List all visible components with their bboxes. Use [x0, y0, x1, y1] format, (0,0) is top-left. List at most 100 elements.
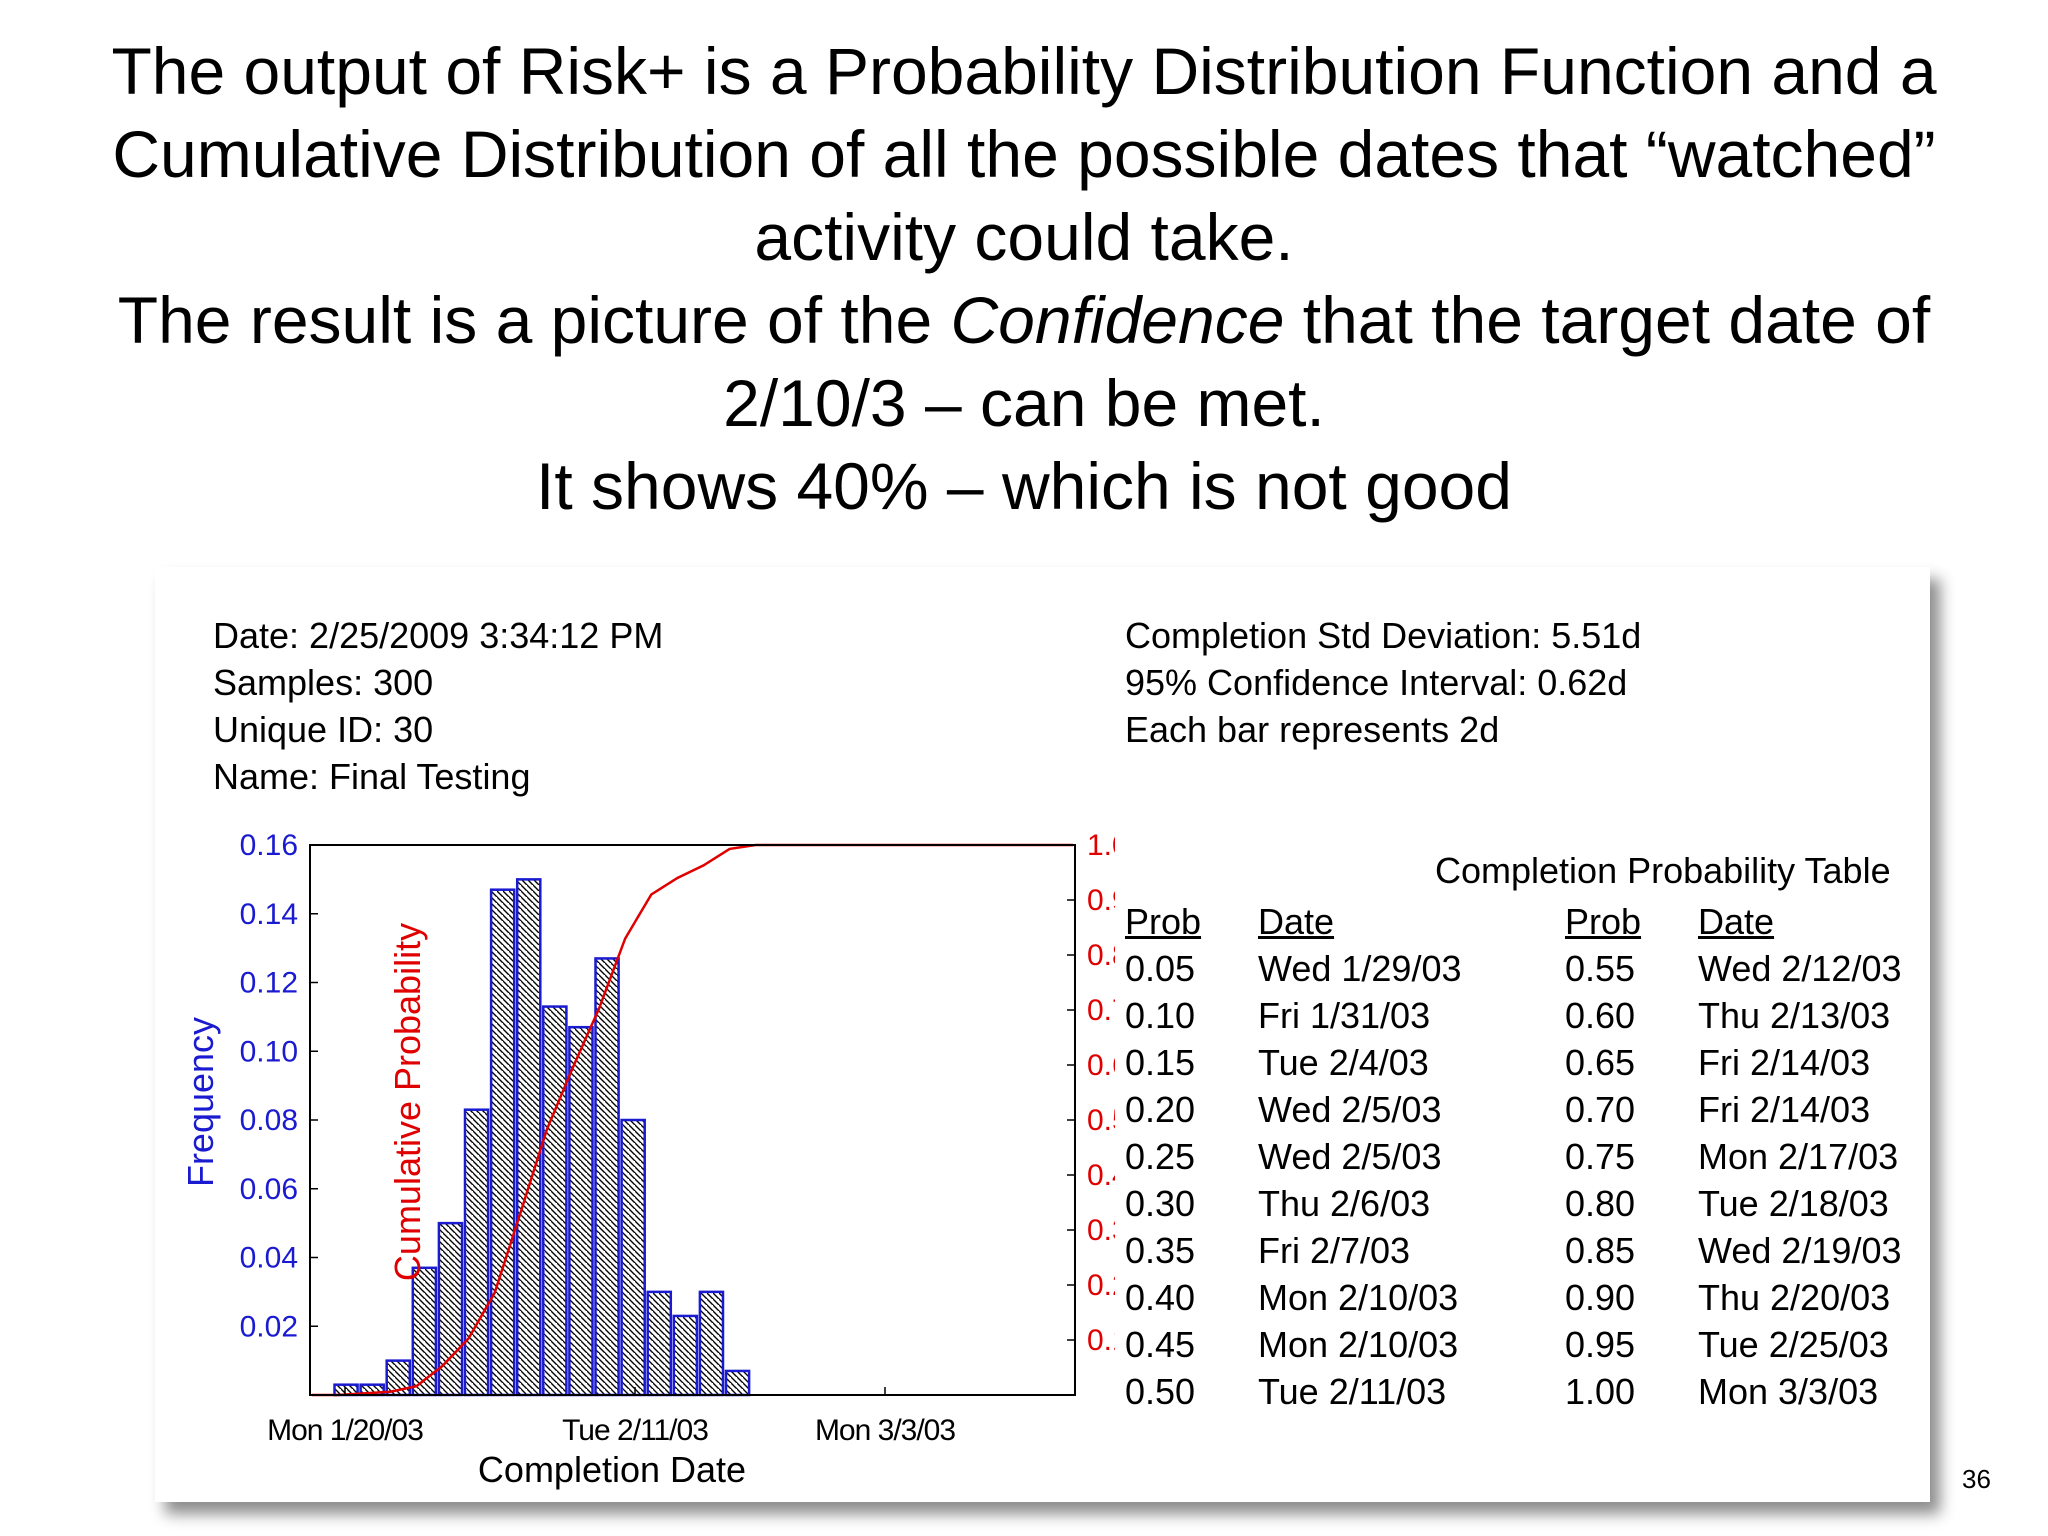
x-axis-label: Completion Date — [478, 1449, 746, 1490]
y2-tick-label: 0.8 — [1087, 939, 1115, 972]
histogram-bar — [542, 1005, 568, 1397]
histogram-bar — [620, 1118, 646, 1397]
table-col-date-right: Date Wed 2/12/03 Thu 2/13/03 Fri 2/14/03… — [1698, 898, 1901, 1415]
table-cell: Fri 2/7/03 — [1258, 1230, 1411, 1271]
table-cell: 0.85 — [1565, 1230, 1636, 1271]
x-tick-label: Tue 2/11/03 — [562, 1414, 708, 1447]
histogram-bar — [672, 1314, 699, 1397]
table-cell: Tue 2/18/03 — [1698, 1183, 1889, 1224]
heading-line-4: The result is a picture of the Confidenc… — [40, 279, 2008, 362]
y2-tick-label: 0.6 — [1087, 1049, 1115, 1082]
table-cell: Tue 2/25/03 — [1698, 1324, 1889, 1365]
info-right: Completion Std Deviation: 5.51d 95% Conf… — [1125, 612, 1641, 753]
table-title: Completion Probability Table — [1435, 850, 1891, 891]
table-cell: Wed 2/19/03 — [1698, 1230, 1902, 1271]
x-tick-label: Mon 3/3/03 — [815, 1414, 955, 1447]
y2-tick-label: 0.2 — [1087, 1269, 1115, 1302]
table-header-prob: Prob — [1125, 901, 1202, 942]
table-cell: 0.20 — [1125, 1089, 1196, 1130]
histogram-bar — [594, 957, 620, 1397]
table-cell: Fri 1/31/03 — [1258, 995, 1431, 1036]
y-tick-label: 0.06 — [240, 1173, 298, 1206]
table-cell: Thu 2/20/03 — [1698, 1277, 1891, 1318]
y2-tick-label: 0.1 — [1087, 1324, 1115, 1357]
table-col-prob-right: Prob 0.55 0.60 0.65 0.70 0.75 0.80 0.85 … — [1565, 898, 1641, 1415]
table-header-date: Date — [1258, 901, 1335, 942]
table-cell: Mon 2/10/03 — [1258, 1324, 1459, 1365]
x-tick-label: Mon 1/20/03 — [267, 1414, 423, 1447]
info-date: Date: 2/25/2009 3:34:12 PM — [213, 615, 664, 656]
table-cell: 0.95 — [1565, 1324, 1636, 1365]
histogram-bar — [568, 1025, 594, 1397]
y-tick-label: 0.16 — [240, 829, 298, 862]
table-cell: Mon 2/17/03 — [1698, 1136, 1899, 1177]
y-axis-label-cumulative: Cumulative Probability — [387, 923, 428, 1281]
slide-heading: The output of Risk+ is a Probability Dis… — [40, 30, 2008, 528]
y2-tick-label: 0.5 — [1087, 1104, 1115, 1137]
info-confidence-interval: 95% Confidence Interval: 0.62d — [1125, 662, 1628, 703]
histogram-bar — [411, 1266, 438, 1397]
table-cell: Mon 3/3/03 — [1698, 1371, 1879, 1412]
table-col-prob-left: Prob 0.05 0.10 0.15 0.20 0.25 0.30 0.35 … — [1125, 898, 1201, 1415]
y2-tick-label: 0.7 — [1087, 994, 1115, 1027]
histogram-bar — [463, 1108, 490, 1397]
info-bar-span: Each bar represents 2d — [1125, 709, 1500, 750]
table-cell: 0.75 — [1565, 1136, 1636, 1177]
info-samples: Samples: 300 — [213, 662, 434, 703]
risk-report-panel: Date: 2/25/2009 3:34:12 PM Samples: 300 … — [155, 567, 1930, 1502]
table-cell: Tue 2/11/03 — [1258, 1371, 1447, 1412]
table-cell: Thu 2/13/03 — [1698, 995, 1891, 1036]
y-tick-label: 0.10 — [240, 1035, 298, 1068]
heading-confidence-word: Confidence — [950, 283, 1285, 357]
table-cell: Fri 2/14/03 — [1698, 1089, 1871, 1130]
y-tick-label: 0.02 — [240, 1310, 298, 1343]
table-cell: 0.50 — [1125, 1371, 1196, 1412]
slide-number: 36 — [1962, 1464, 1991, 1494]
table-cell: 0.15 — [1125, 1042, 1196, 1083]
heading-line-2: Cumulative Distribution of all the possi… — [112, 117, 1936, 191]
y2-tick-label: 0.3 — [1087, 1214, 1115, 1247]
y-tick-label: 0.04 — [240, 1242, 298, 1275]
info-left: Date: 2/25/2009 3:34:12 PM Samples: 300 … — [213, 612, 663, 800]
table-cell: Thu 2/6/03 — [1258, 1183, 1431, 1224]
table-cell: Wed 2/5/03 — [1258, 1089, 1442, 1130]
table-cell: 0.60 — [1565, 995, 1636, 1036]
table-cell: 0.40 — [1125, 1277, 1196, 1318]
table-cell: Tue 2/4/03 — [1258, 1042, 1429, 1083]
table-cell: 0.25 — [1125, 1136, 1196, 1177]
table-cell: 0.90 — [1565, 1277, 1636, 1318]
histogram-bar — [515, 878, 542, 1397]
table-cell: 0.70 — [1565, 1089, 1636, 1130]
table-cell: 0.10 — [1125, 995, 1196, 1036]
cumulative-probability-line — [312, 843, 1073, 1397]
heading-line-5: 2/10/3 – can be met. — [723, 366, 1325, 440]
y2-tick-label: 1.0 — [1087, 829, 1115, 862]
table-cell: 0.65 — [1565, 1042, 1636, 1083]
y2-tick-label: 0.9 — [1087, 884, 1115, 917]
table-cell: 0.30 — [1125, 1183, 1196, 1224]
heading-line-6: It shows 40% – which is not good — [536, 449, 1512, 523]
heading-line-4-end: that the target date of — [1284, 283, 1931, 357]
table-cell: 1.00 — [1565, 1371, 1636, 1412]
table-cell: 0.80 — [1565, 1183, 1636, 1224]
table-cell: 0.45 — [1125, 1324, 1196, 1365]
table-cell: Mon 2/10/03 — [1258, 1277, 1459, 1318]
heading-line-3: activity could take. — [754, 200, 1294, 274]
histogram-bar — [437, 1221, 464, 1397]
y-tick-label: 0.12 — [240, 967, 298, 1000]
table-cell: Wed 1/29/03 — [1258, 948, 1462, 989]
y2-tick-label: 0.4 — [1087, 1159, 1115, 1192]
heading-line-4-start: The result is a picture of the — [117, 283, 951, 357]
table-header-prob: Prob — [1565, 901, 1642, 942]
histogram-bar — [489, 888, 516, 1397]
y-tick-label: 0.14 — [240, 898, 298, 931]
y-axis-label-frequency: Frequency — [180, 1017, 221, 1187]
table-cell: Fri 2/14/03 — [1698, 1042, 1871, 1083]
heading-line-1: The output of Risk+ is a Probability Dis… — [111, 34, 1937, 108]
histogram-bar — [724, 1369, 751, 1397]
y-tick-label: 0.08 — [240, 1104, 298, 1137]
table-cell: Wed 2/12/03 — [1698, 948, 1902, 989]
completion-chart: 0.02 0.04 0.06 0.08 0.10 0.12 0.14 0.16 0.1 0.2 0… — [180, 829, 1115, 1490]
table-header-date: Date — [1698, 901, 1775, 942]
table-col-date-left: Date Wed 1/29/03 Fri 1/31/03 Tue 2/4/03 … — [1258, 898, 1461, 1415]
